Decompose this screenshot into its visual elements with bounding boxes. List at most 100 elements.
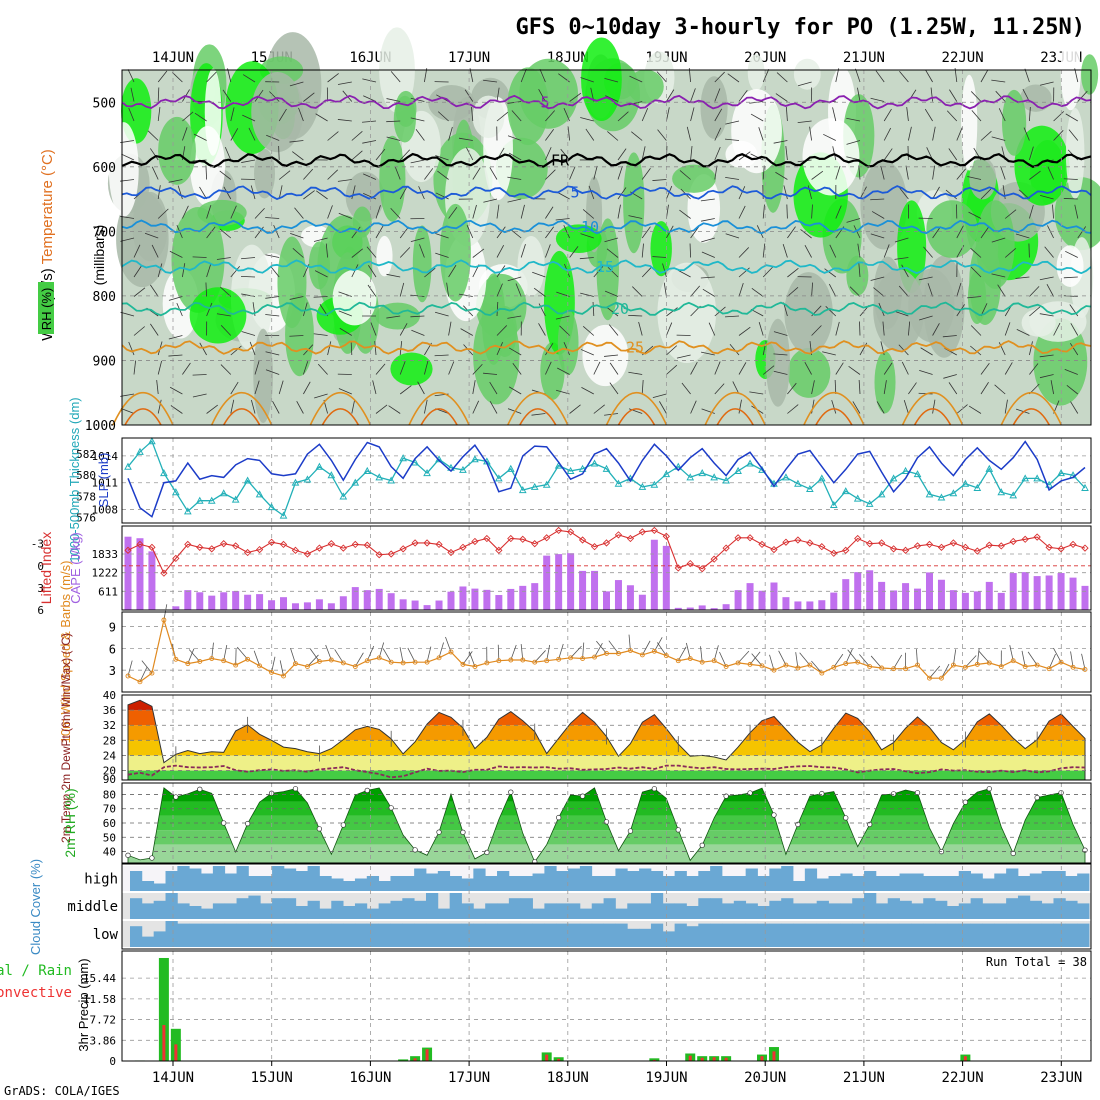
rh-plume [189, 287, 247, 344]
cloud-bar-low [864, 923, 877, 947]
surface-wind-barb [546, 644, 551, 661]
cloud-bar-middle [686, 906, 699, 919]
upper-wind-barb [582, 209, 595, 219]
upper-wind-barb [785, 146, 788, 161]
lifted-index-point [267, 538, 276, 546]
wind-speed-point [771, 667, 777, 673]
lifted-index-point [136, 540, 144, 549]
surface-wind-barb [916, 649, 918, 666]
upper-wind-barb [327, 73, 339, 83]
upper-wind-barb [1070, 323, 1079, 336]
rh-plume [517, 236, 545, 297]
upper-wind-barb [278, 380, 284, 395]
cloud-bar-high [674, 871, 687, 891]
upper-wind-barb [609, 362, 619, 375]
upper-wind-barb [240, 275, 256, 278]
rh-plume [657, 262, 717, 364]
upper-wind-barb [182, 205, 189, 219]
surface-wind-barb [468, 651, 476, 667]
li-ytick: 6 [37, 604, 44, 617]
upper-wind-barb [968, 405, 982, 414]
upper-wind-barb [750, 113, 764, 122]
rh-point [436, 829, 442, 835]
rh-point [221, 820, 227, 826]
wind-speed-point [795, 665, 801, 671]
lifted-index-point [782, 538, 790, 546]
cloud-bar-middle [544, 903, 557, 919]
upper-wind-barb [150, 323, 159, 336]
rh-point [508, 789, 514, 795]
cloud-bar-low [674, 923, 687, 947]
upper-wind-barb [150, 284, 159, 297]
cloud-bar-low [260, 923, 273, 947]
upper-wind-barb [588, 185, 595, 200]
cloud-bar-low [307, 923, 320, 947]
upper-wind-barb [775, 171, 788, 180]
thickness-point [602, 464, 611, 472]
chart-title: GFS 0~10day 3-hourly for PO (1.25W, 11.2… [515, 15, 1085, 40]
cloud-bar-low [390, 923, 403, 947]
thickness-point [913, 470, 922, 478]
cloud-bar-middle [970, 898, 983, 919]
upper-wind-barb [870, 198, 885, 201]
cloud-bar-middle [556, 903, 569, 919]
cape-bar [710, 608, 718, 610]
upper-wind-barb [1047, 166, 1054, 180]
wind-speed-point [472, 664, 478, 669]
surface-wind-barb [236, 646, 248, 660]
cloud-bar-low [816, 923, 829, 947]
cloud-bar-low [887, 923, 900, 947]
upper-wind-barb [120, 407, 135, 414]
rh-point [316, 826, 323, 832]
upper-wind-barb [363, 173, 377, 180]
cloud-bar-middle [331, 900, 344, 919]
lifted-index-point [220, 540, 228, 548]
upper-wind-barb [894, 237, 909, 243]
upper-wind-barb [727, 73, 740, 83]
surface-wind-barb [642, 640, 651, 656]
lifted-index-point [483, 534, 491, 543]
wind-speed-point [460, 661, 466, 667]
cloud-bar-high [366, 876, 380, 891]
upper-wind-barb [151, 166, 159, 180]
upper-wind-barb [678, 270, 691, 278]
cape-bar [507, 588, 515, 610]
upper-wind-barb [466, 147, 474, 161]
date-label-bottom: 16JUN [349, 1070, 391, 1086]
thickness-point [1009, 491, 1018, 499]
surface-wind-barb [520, 644, 524, 661]
cape-lifted-index-panel: 1833 1222 611 -3 0 3 6 [31, 525, 1092, 617]
rh-point [292, 786, 299, 792]
thickness-point [160, 469, 168, 477]
surface-wind-barb [811, 660, 823, 674]
rh-point [149, 855, 155, 861]
upper-wind-barb [303, 168, 314, 180]
rh-plume [765, 318, 790, 407]
upper-wind-barb [460, 328, 473, 336]
lifted-index-point [878, 539, 886, 547]
upper-wind-barb [883, 148, 893, 161]
precip-convective-bar [425, 1049, 429, 1061]
upper-wind-barb [471, 107, 474, 122]
cloud-bar-middle [354, 903, 368, 919]
thickness-point [231, 495, 240, 503]
date-label-bottom: 14JUN [152, 1070, 194, 1086]
wind-speed-point [939, 675, 944, 681]
cloud-bar-high [378, 881, 391, 891]
upper-wind-barb [732, 381, 740, 395]
upper-wind-barb [859, 186, 867, 200]
upper-wind-barb [472, 363, 483, 375]
upper-wind-barb [738, 205, 746, 219]
rh-point [723, 793, 729, 799]
upper-wind-barb [980, 363, 990, 375]
upper-wind-barb [366, 246, 377, 258]
rh-plume [969, 157, 997, 200]
upper-wind-barb [327, 341, 332, 356]
upper-wind-barb [998, 342, 1006, 356]
upper-wind-barb [399, 149, 411, 161]
cloud-bar-middle [946, 906, 960, 919]
upper-wind-barb [424, 68, 428, 83]
upper-wind-barb [120, 393, 135, 397]
upper-wind-barb [662, 263, 667, 278]
